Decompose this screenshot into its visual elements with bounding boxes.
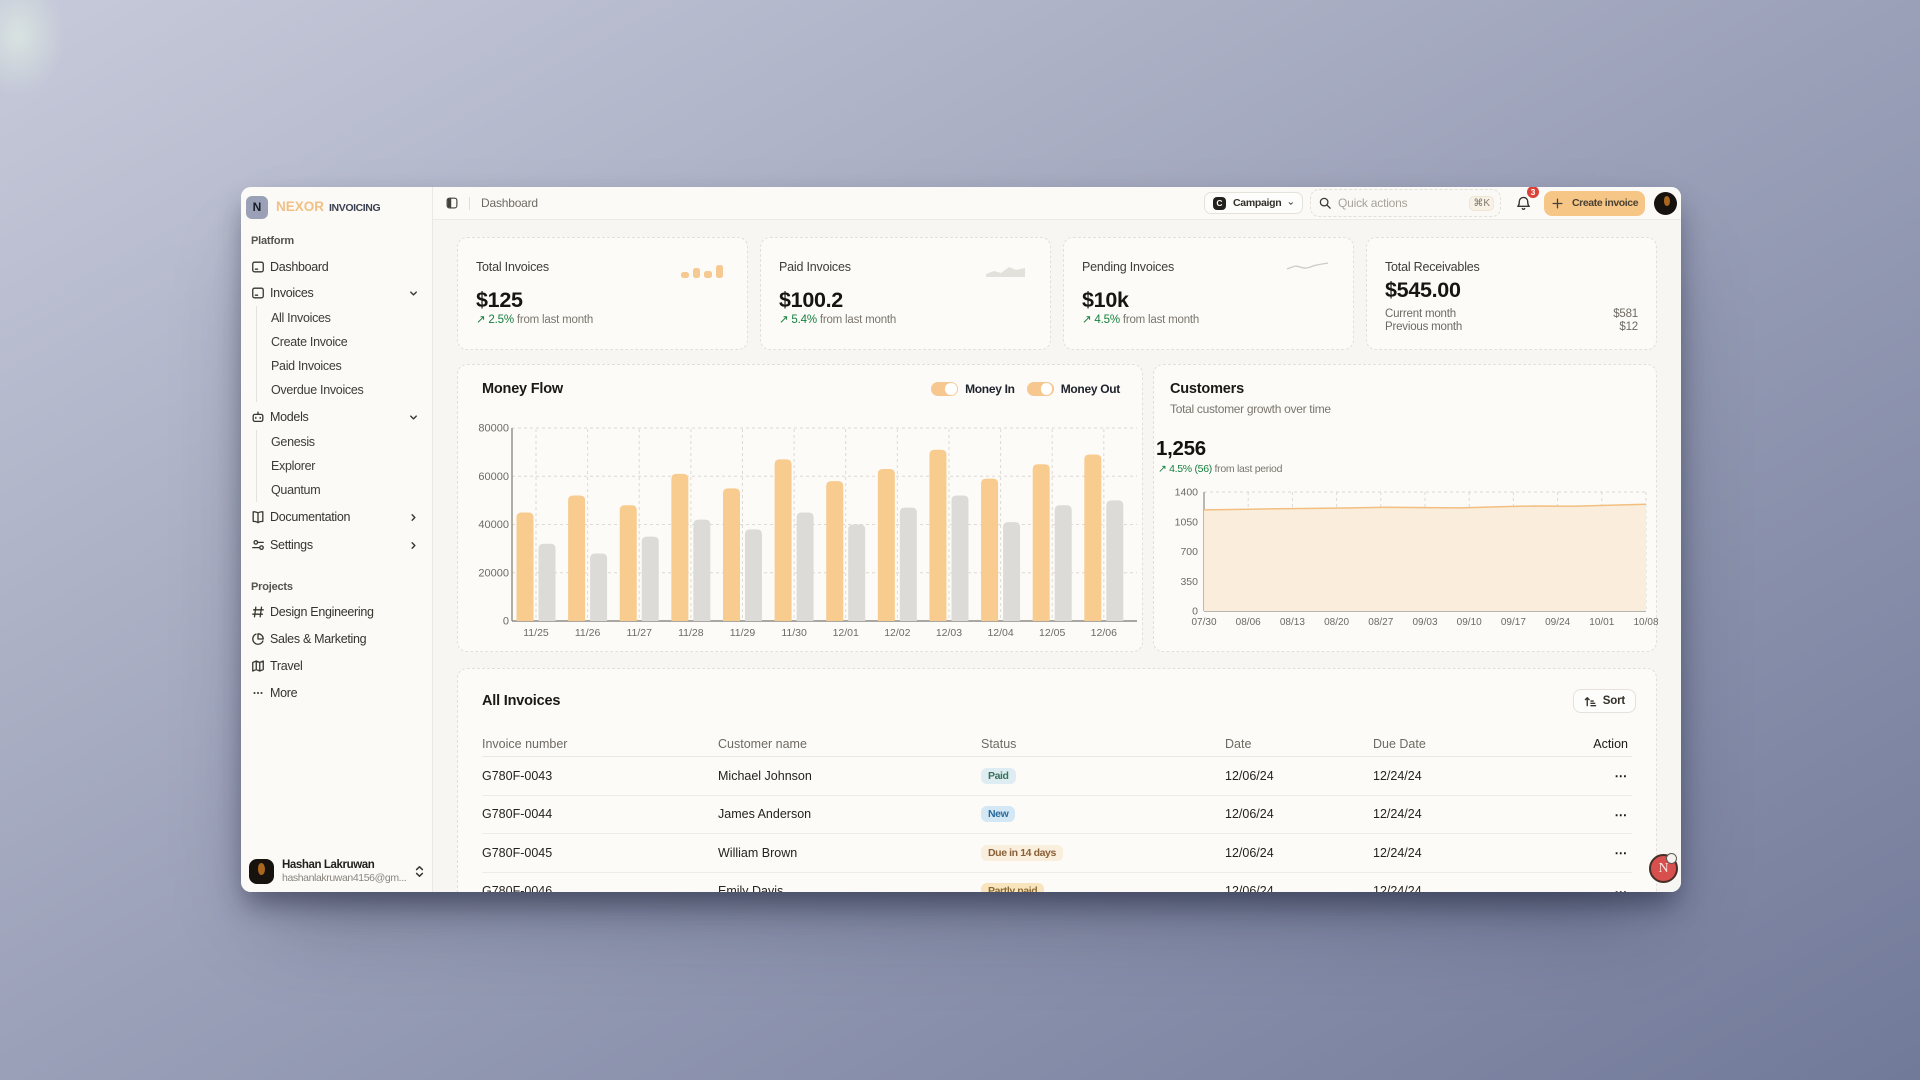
svg-text:12/04: 12/04 (987, 627, 1013, 639)
svg-text:11/30: 11/30 (781, 627, 807, 639)
svg-text:700: 700 (1180, 546, 1198, 558)
svg-text:09/24: 09/24 (1545, 617, 1570, 628)
svg-text:12/01: 12/01 (833, 627, 859, 639)
svg-text:350: 350 (1180, 576, 1198, 588)
svg-text:1050: 1050 (1175, 516, 1199, 528)
svg-text:40000: 40000 (478, 519, 509, 531)
svg-text:09/10: 09/10 (1457, 617, 1482, 628)
svg-text:09/03: 09/03 (1412, 617, 1437, 628)
svg-text:11/27: 11/27 (626, 627, 652, 639)
svg-text:08/27: 08/27 (1368, 617, 1393, 628)
svg-text:08/06: 08/06 (1236, 617, 1261, 628)
svg-text:07/30: 07/30 (1191, 617, 1216, 628)
svg-text:80000: 80000 (478, 423, 509, 435)
svg-text:11/25: 11/25 (523, 627, 549, 639)
svg-text:12/06: 12/06 (1091, 627, 1117, 639)
svg-text:12/03: 12/03 (936, 627, 962, 639)
svg-text:20000: 20000 (478, 567, 509, 579)
svg-text:11/28: 11/28 (678, 627, 704, 639)
svg-text:10/01: 10/01 (1589, 617, 1614, 628)
svg-text:09/17: 09/17 (1501, 617, 1526, 628)
svg-text:11/26: 11/26 (575, 627, 601, 639)
svg-text:12/05: 12/05 (1039, 627, 1065, 639)
svg-text:08/13: 08/13 (1280, 617, 1305, 628)
svg-text:0: 0 (503, 616, 509, 628)
svg-text:0: 0 (1192, 606, 1198, 618)
svg-text:60000: 60000 (478, 471, 509, 483)
svg-text:1400: 1400 (1175, 487, 1199, 499)
svg-text:11/29: 11/29 (730, 627, 756, 639)
svg-text:10/08: 10/08 (1633, 617, 1658, 628)
svg-text:08/20: 08/20 (1324, 617, 1349, 628)
svg-text:12/02: 12/02 (884, 627, 910, 639)
